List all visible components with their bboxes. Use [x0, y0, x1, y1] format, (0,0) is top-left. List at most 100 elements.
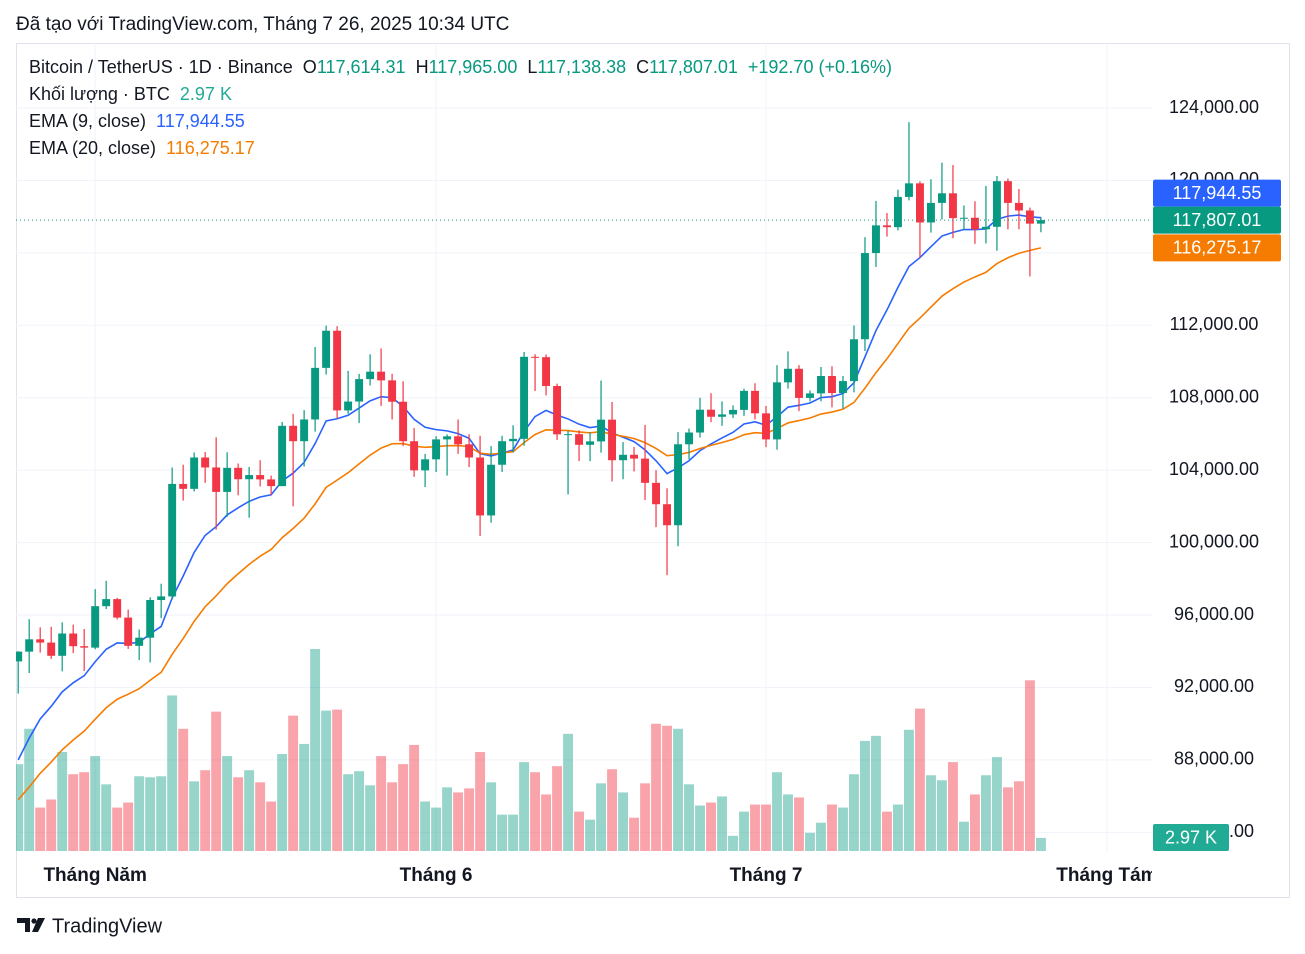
volume-bar: [46, 799, 57, 851]
candle-body: [1003, 181, 1012, 203]
logo-part: [17, 918, 30, 932]
candle-body: [751, 390, 759, 414]
candle-body: [839, 381, 847, 394]
volume-bar: [453, 792, 464, 851]
candle-body: [454, 436, 463, 445]
candle-body: [663, 504, 671, 526]
volume-bar: [849, 774, 859, 851]
candle-body: [641, 458, 649, 483]
low-key: L: [527, 57, 537, 77]
volume-bar: [618, 792, 628, 851]
price-axis: 84,000.0088,000.0092,000.0096,000.00100,…: [1169, 97, 1259, 841]
volume-bar: [365, 785, 376, 851]
volume-bar: [442, 787, 453, 851]
candle-body: [223, 467, 232, 492]
volume-bar: [332, 709, 343, 851]
candle-body: [91, 606, 100, 648]
candle-body: [278, 425, 287, 487]
volume-bar: [739, 811, 749, 851]
volume-bar: [409, 744, 420, 851]
volume-bar: [35, 807, 46, 851]
volume-bar: [354, 771, 365, 851]
volume-bar: [167, 695, 178, 851]
candle-body: [652, 482, 660, 505]
volume-bar: [200, 770, 211, 851]
ema-value: 117,944.55: [156, 111, 245, 131]
volume-bar: [673, 728, 683, 851]
ema-line: [17, 247, 1042, 801]
logo-part: [31, 918, 37, 924]
volume-bar: [101, 784, 112, 851]
candle-body: [586, 441, 595, 445]
candle-body: [509, 438, 518, 442]
candle-body: [124, 617, 133, 646]
candle-body: [806, 393, 814, 398]
volume-bar: [244, 770, 255, 851]
candle-body: [685, 432, 693, 445]
candle-body: [234, 467, 243, 480]
volume-bar: [112, 807, 123, 851]
candle-body: [465, 444, 474, 458]
volume-bar: [343, 774, 354, 851]
volume-bar: [596, 783, 606, 851]
candle-body: [608, 419, 617, 461]
candle-body: [630, 454, 638, 459]
candle-body: [377, 371, 386, 381]
legend-volume: Khối lượng · BTC 2.97 K: [29, 84, 232, 104]
candle-body: [970, 217, 979, 230]
volume-bar: [156, 776, 167, 851]
candle-body: [575, 434, 584, 445]
volume-bar: [398, 764, 409, 851]
time-axis: Tháng Năm Tháng 6 Tháng 7 Tháng Tám: [43, 865, 1157, 886]
candle-body: [212, 467, 221, 492]
candle-body: [992, 181, 1001, 227]
y-tick-label: 88,000.00: [1174, 749, 1254, 769]
legend-main: Bitcoin / TetherUS · 1D · Binance O117,61…: [29, 57, 892, 77]
volume-bar: [288, 715, 299, 851]
volume-bar: [871, 735, 881, 851]
candle-body: [311, 367, 320, 420]
candle-body: [674, 444, 682, 526]
x-tick-label: Tháng Tám: [1056, 865, 1157, 886]
volume-bar: [816, 822, 826, 851]
volume-bar: [255, 782, 266, 851]
x-tick-label: Tháng Năm: [43, 865, 146, 886]
volume-bar: [695, 805, 705, 851]
x-tick-label: Tháng 7: [730, 865, 803, 886]
volume-bar: [783, 794, 793, 851]
candle-body: [707, 409, 715, 417]
volume-bar: [519, 762, 530, 851]
y-tick-label: 104,000.00: [1169, 459, 1259, 479]
candle-body: [322, 330, 331, 368]
candle-body: [135, 637, 144, 646]
candle-body: [487, 464, 496, 516]
candle-body: [190, 457, 199, 489]
y-tick-label: 92,000.00: [1174, 676, 1254, 696]
candle-body: [102, 599, 111, 607]
volume-bar: [90, 756, 101, 851]
candle-body: [25, 639, 34, 652]
candle-body: [58, 633, 67, 656]
ema20-tag-label: 116,275.17: [1173, 238, 1262, 258]
candle-body: [1036, 220, 1045, 224]
volume-bar: [145, 777, 156, 851]
volume-bar: [189, 781, 200, 851]
volume-bar: [420, 801, 431, 851]
volume-bar: [178, 728, 189, 851]
volume-bar: [1013, 781, 1024, 851]
volume-bar: [1002, 787, 1013, 851]
candle-body: [597, 419, 606, 442]
candle-body: [564, 434, 573, 436]
candle-body: [157, 596, 166, 601]
candle-body: [861, 253, 869, 340]
volume-bar: [475, 752, 486, 851]
volume-bar: [222, 756, 233, 851]
candle-body: [113, 599, 122, 618]
candle-body: [399, 401, 408, 442]
volume-bar: [948, 762, 958, 851]
volume-bar: [651, 723, 661, 851]
volume-bar: [794, 797, 804, 851]
candle-body: [1014, 202, 1023, 211]
volume-bar: [860, 740, 870, 851]
volume-bar: [79, 772, 90, 851]
